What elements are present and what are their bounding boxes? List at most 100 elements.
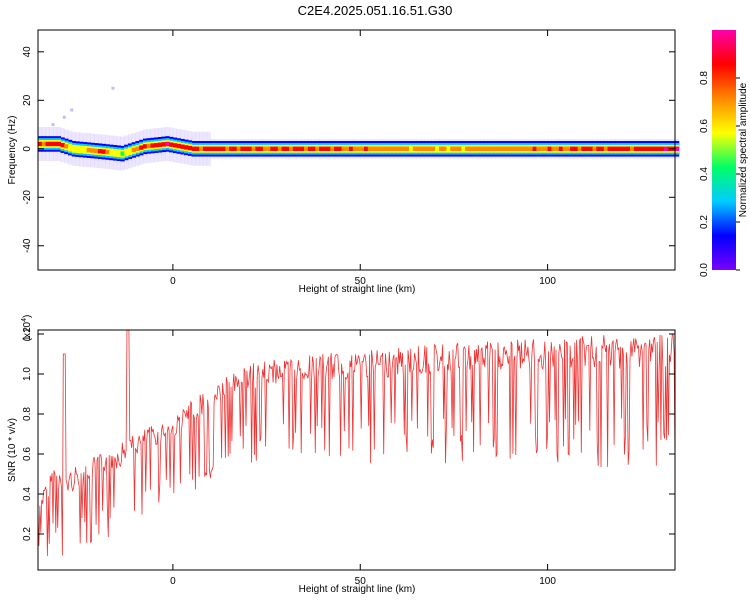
snr-y-tick-label: 1.2: [22, 327, 33, 341]
spectrogram-core-cell: [600, 146, 605, 151]
spectrogram-core-cell: [491, 146, 496, 151]
spectrogram-core-cell: [206, 146, 211, 151]
spectrogram-core-cell: [551, 146, 556, 151]
spectrogram-core-cell: [274, 146, 279, 151]
spectrogram-y-tick-label: 40: [22, 46, 33, 58]
spectrogram-core-cell: [300, 146, 305, 151]
spectrogram-core-cell: [195, 146, 200, 151]
spectrogram-core-cell: [390, 146, 395, 151]
snr-series-line: [37, 329, 676, 556]
spectrogram-core-cell: [573, 146, 579, 151]
spectrogram-core-cell: [67, 145, 73, 150]
spectrogram-spot: [62, 115, 66, 119]
figure-title: C2E4.2025.051.16.51.G30: [298, 3, 453, 18]
spectrogram-core-cell: [566, 146, 571, 151]
spectrogram-core-cell: [360, 146, 365, 151]
spectrogram-core-cell: [648, 146, 654, 151]
spectrogram-core-cell: [461, 146, 466, 151]
spectrogram-core-cell: [356, 146, 361, 151]
spectrogram-core-cell: [56, 141, 61, 147]
spectrogram-core-cell: [150, 143, 155, 148]
colorbar-tick-label: 0.6: [699, 119, 710, 133]
snr-frame: [37, 329, 676, 571]
spectrogram-core-cell: [244, 146, 249, 151]
spectrogram-core-cell: [101, 149, 106, 154]
spectrogram-core-cell: [633, 146, 639, 151]
spectrogram-core-cell: [127, 149, 133, 154]
spectrogram-core-cell: [378, 146, 384, 151]
spectrogram-core-cell: [247, 146, 253, 151]
spectrogram-core-cell: [363, 146, 369, 151]
spectrogram-core-cell: [169, 142, 174, 147]
spectrogram-core-cell: [315, 146, 320, 151]
spectrogram-y-tick-label: -20: [22, 190, 33, 205]
spectrogram-core-cell: [570, 146, 575, 151]
spectrogram-core-cell: [146, 143, 151, 149]
spectrogram-core-cell: [371, 146, 376, 151]
colorbar-tick-label: 0.4: [699, 167, 710, 181]
spectrogram-core-cell: [210, 146, 215, 151]
spectrogram-core-cell: [382, 146, 387, 151]
spectrogram-y-tick-label: -40: [22, 238, 33, 253]
spectrogram-core-cell: [240, 146, 245, 151]
spectrogram-core-cell: [540, 146, 545, 151]
spectrogram-core-cell: [38, 141, 43, 147]
spectrogram-core-cell: [330, 146, 335, 151]
spectrogram-core-cell: [423, 146, 429, 151]
spectrogram-core-cell: [79, 147, 84, 152]
spectrogram-core-cell: [435, 146, 440, 151]
colorbar-tick-label: 0.8: [699, 71, 710, 85]
spectrogram-core-cell: [154, 142, 159, 148]
spectrogram-core-cell: [176, 143, 181, 149]
spectrogram-core-cell: [416, 146, 421, 151]
spectrogram-x-axis-title: Height of straight line (km): [299, 284, 416, 295]
spectrogram-core-cell: [139, 145, 144, 150]
spectrogram-core-cell: [641, 146, 646, 151]
spectrogram-core-cell: [607, 146, 612, 151]
spectrogram-core-cell: [487, 146, 492, 151]
spectrogram-core-cell: [513, 146, 519, 151]
spectrogram-core-cell: [82, 147, 88, 153]
spectrogram-core-cell: [311, 146, 316, 151]
spectrogram-core-cell: [543, 146, 549, 151]
spectrogram-core-cell: [217, 146, 223, 151]
spectrogram-core-cell: [255, 146, 260, 151]
spectrogram-core-cell: [663, 146, 669, 151]
spectrogram-core-cell: [611, 146, 616, 151]
spectrogram-core-cell: [281, 146, 286, 151]
spectrogram-core-cell: [86, 147, 91, 153]
spectrogram-core-cell: [52, 141, 58, 147]
spectrogram-core-cell: [431, 146, 436, 151]
spectrogram-core-cell: [97, 149, 103, 154]
spectrogram-core-cell: [319, 146, 324, 151]
spectrogram-core-cell: [468, 146, 474, 151]
spectrogram-core-cell: [251, 146, 256, 151]
spectrogram-core-cell: [472, 146, 477, 151]
snr-y-axis-title: SNR (10 * v/v): [7, 418, 18, 482]
spectrogram-core-cell: [652, 146, 657, 151]
spectrogram-core-cell: [517, 146, 522, 151]
spectrogram-core-cell: [525, 146, 530, 151]
snr-y-tick-label: 0.6: [22, 447, 33, 461]
spectrogram-core-cell: [322, 146, 328, 151]
spectrogram-core-cell: [626, 146, 631, 151]
spectrogram-core-cell: [510, 146, 515, 151]
spectrogram-core-cell: [562, 146, 567, 151]
spectrogram-core-cell: [236, 146, 241, 151]
spectrogram-core-cell: [660, 146, 665, 151]
spectrogram-spot: [70, 108, 74, 112]
snr-x-tick-label: 50: [355, 576, 367, 587]
spectrogram-y-tick-label: 0: [22, 146, 33, 152]
spectrogram-x-tick-label: 100: [539, 276, 556, 287]
spectrogram-core-cell: [142, 144, 148, 149]
spectrogram-core-cell: [585, 146, 590, 151]
spectrogram-core-cell: [645, 146, 650, 151]
spectrogram-spot: [51, 123, 55, 127]
spectrogram-core-cell: [277, 146, 283, 151]
spectrogram-core-cell: [259, 146, 264, 151]
spectrogram-core-cell: [187, 145, 193, 151]
colorbar-label: Normalized spectral amplitude: [738, 82, 749, 217]
spectrogram-core-cell: [386, 146, 391, 151]
spectrogram-core-cell: [334, 146, 339, 151]
